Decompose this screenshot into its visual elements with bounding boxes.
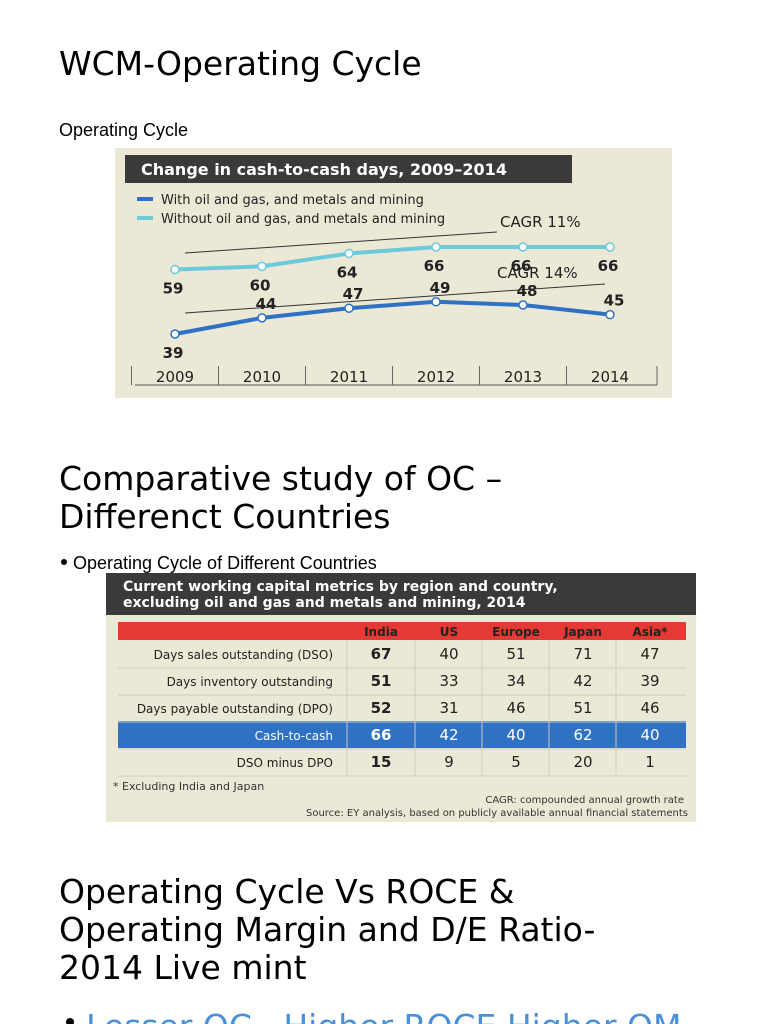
data-label: 66 [424,257,445,275]
data-label: 48 [517,282,538,300]
data-label: 60 [250,276,271,294]
cell: 9 [444,753,454,771]
note: Source: EY analysis, based on publicly a… [306,808,688,819]
x-tick-label: 2013 [504,368,542,386]
point [431,297,441,307]
cell: 40 [439,645,458,663]
point [170,264,180,275]
data-label: 66 [598,257,619,275]
x-tick-label: 2012 [417,368,455,386]
column-header: Asia* [633,625,669,639]
cell: 66 [371,726,392,744]
annotation: CAGR 11% [500,213,581,231]
caption: Operating Cycle [59,120,188,140]
bullet [66,1018,74,1024]
point [605,309,615,320]
heading: Comparative study of OC – [59,459,502,498]
chart-title: Change in cash-to-cash days, 2009–2014 [141,160,507,179]
heading: 2014 Live mint [59,948,307,987]
cell: 46 [506,699,525,717]
trend-line [184,283,606,314]
highlight-row [118,721,686,748]
series-line [174,299,611,336]
row-label: Days inventory outstanding [167,675,333,689]
cell: 34 [506,672,525,690]
series-line [174,245,610,272]
point [431,242,441,252]
table-header-row [118,622,686,640]
cell: 1 [645,753,655,771]
column-header: Japan [563,625,602,639]
cell: 39 [640,672,659,690]
table-title-bar [106,573,696,615]
point [344,303,354,313]
column-header: US [440,625,458,639]
cell: 40 [506,726,525,744]
point [170,329,180,339]
chart-title-bar [125,155,572,183]
column-header: Europe [492,625,540,639]
cell: 15 [371,753,392,771]
data-label: 47 [343,285,364,303]
row-label: Days sales outstanding (DSO) [154,648,333,662]
cell: 51 [506,645,525,663]
cell: 42 [439,726,458,744]
cell: 47 [640,645,659,663]
cell: 67 [371,645,392,663]
row-label: DSO minus DPO [237,756,333,770]
heading: Operating Margin and D/E Ratio- [59,910,595,949]
footnote: * Excluding India and Japan [113,780,264,793]
table-title: excluding oil and gas and metals and min… [123,595,526,611]
point [518,242,528,252]
data-label: 49 [430,279,451,297]
cell: 51 [573,699,592,717]
cell: 5 [511,753,521,771]
table-title: Current working capital metrics by regio… [123,579,558,595]
cell: 46 [640,699,659,717]
annotation: CAGR 14% [497,264,578,282]
heading: WCM-Operating Cycle [59,44,422,83]
point [257,261,267,272]
cell: 40 [640,726,659,744]
bullet-text: Operating Cycle of Different Countries [73,553,377,573]
data-label: 66 [511,257,532,275]
cell: 51 [371,672,392,690]
cell: 20 [573,753,592,771]
data-label: 39 [163,344,184,362]
legend-label: Without oil and gas, and metals and mini… [161,212,445,227]
column-header: India [364,625,398,639]
row-label: Days payable outstanding (DPO) [137,702,333,716]
point [344,248,354,259]
note: CAGR: compounded annual growth rate [485,795,684,806]
x-tick-label: 2010 [243,368,281,386]
data-label: 64 [337,263,358,281]
cell: 33 [439,672,458,690]
heading: Differenct Countries [59,497,390,536]
x-tick-label: 2009 [156,368,194,386]
x-tick-label: 2014 [591,368,629,386]
point [605,242,615,252]
cell: 52 [371,699,392,717]
heading: Operating Cycle Vs ROCE & [59,872,514,911]
row-label: Cash-to-cash [255,729,333,743]
x-tick-label: 2011 [330,368,368,386]
cell: 42 [573,672,592,690]
cell: 71 [573,645,592,663]
point [257,313,267,323]
cell: 62 [573,726,592,744]
trend-line [184,231,498,254]
cell: 31 [439,699,458,717]
chart-panel [115,148,672,398]
data-label: 44 [256,295,277,313]
link-text[interactable]: Lesser OC , Higher ROCE,Higher OM [86,1007,681,1024]
data-label: 45 [604,292,625,310]
bullet [61,559,67,565]
legend-label: With oil and gas, and metals and mining [161,193,424,208]
point [518,300,528,310]
data-label: 59 [163,280,184,298]
